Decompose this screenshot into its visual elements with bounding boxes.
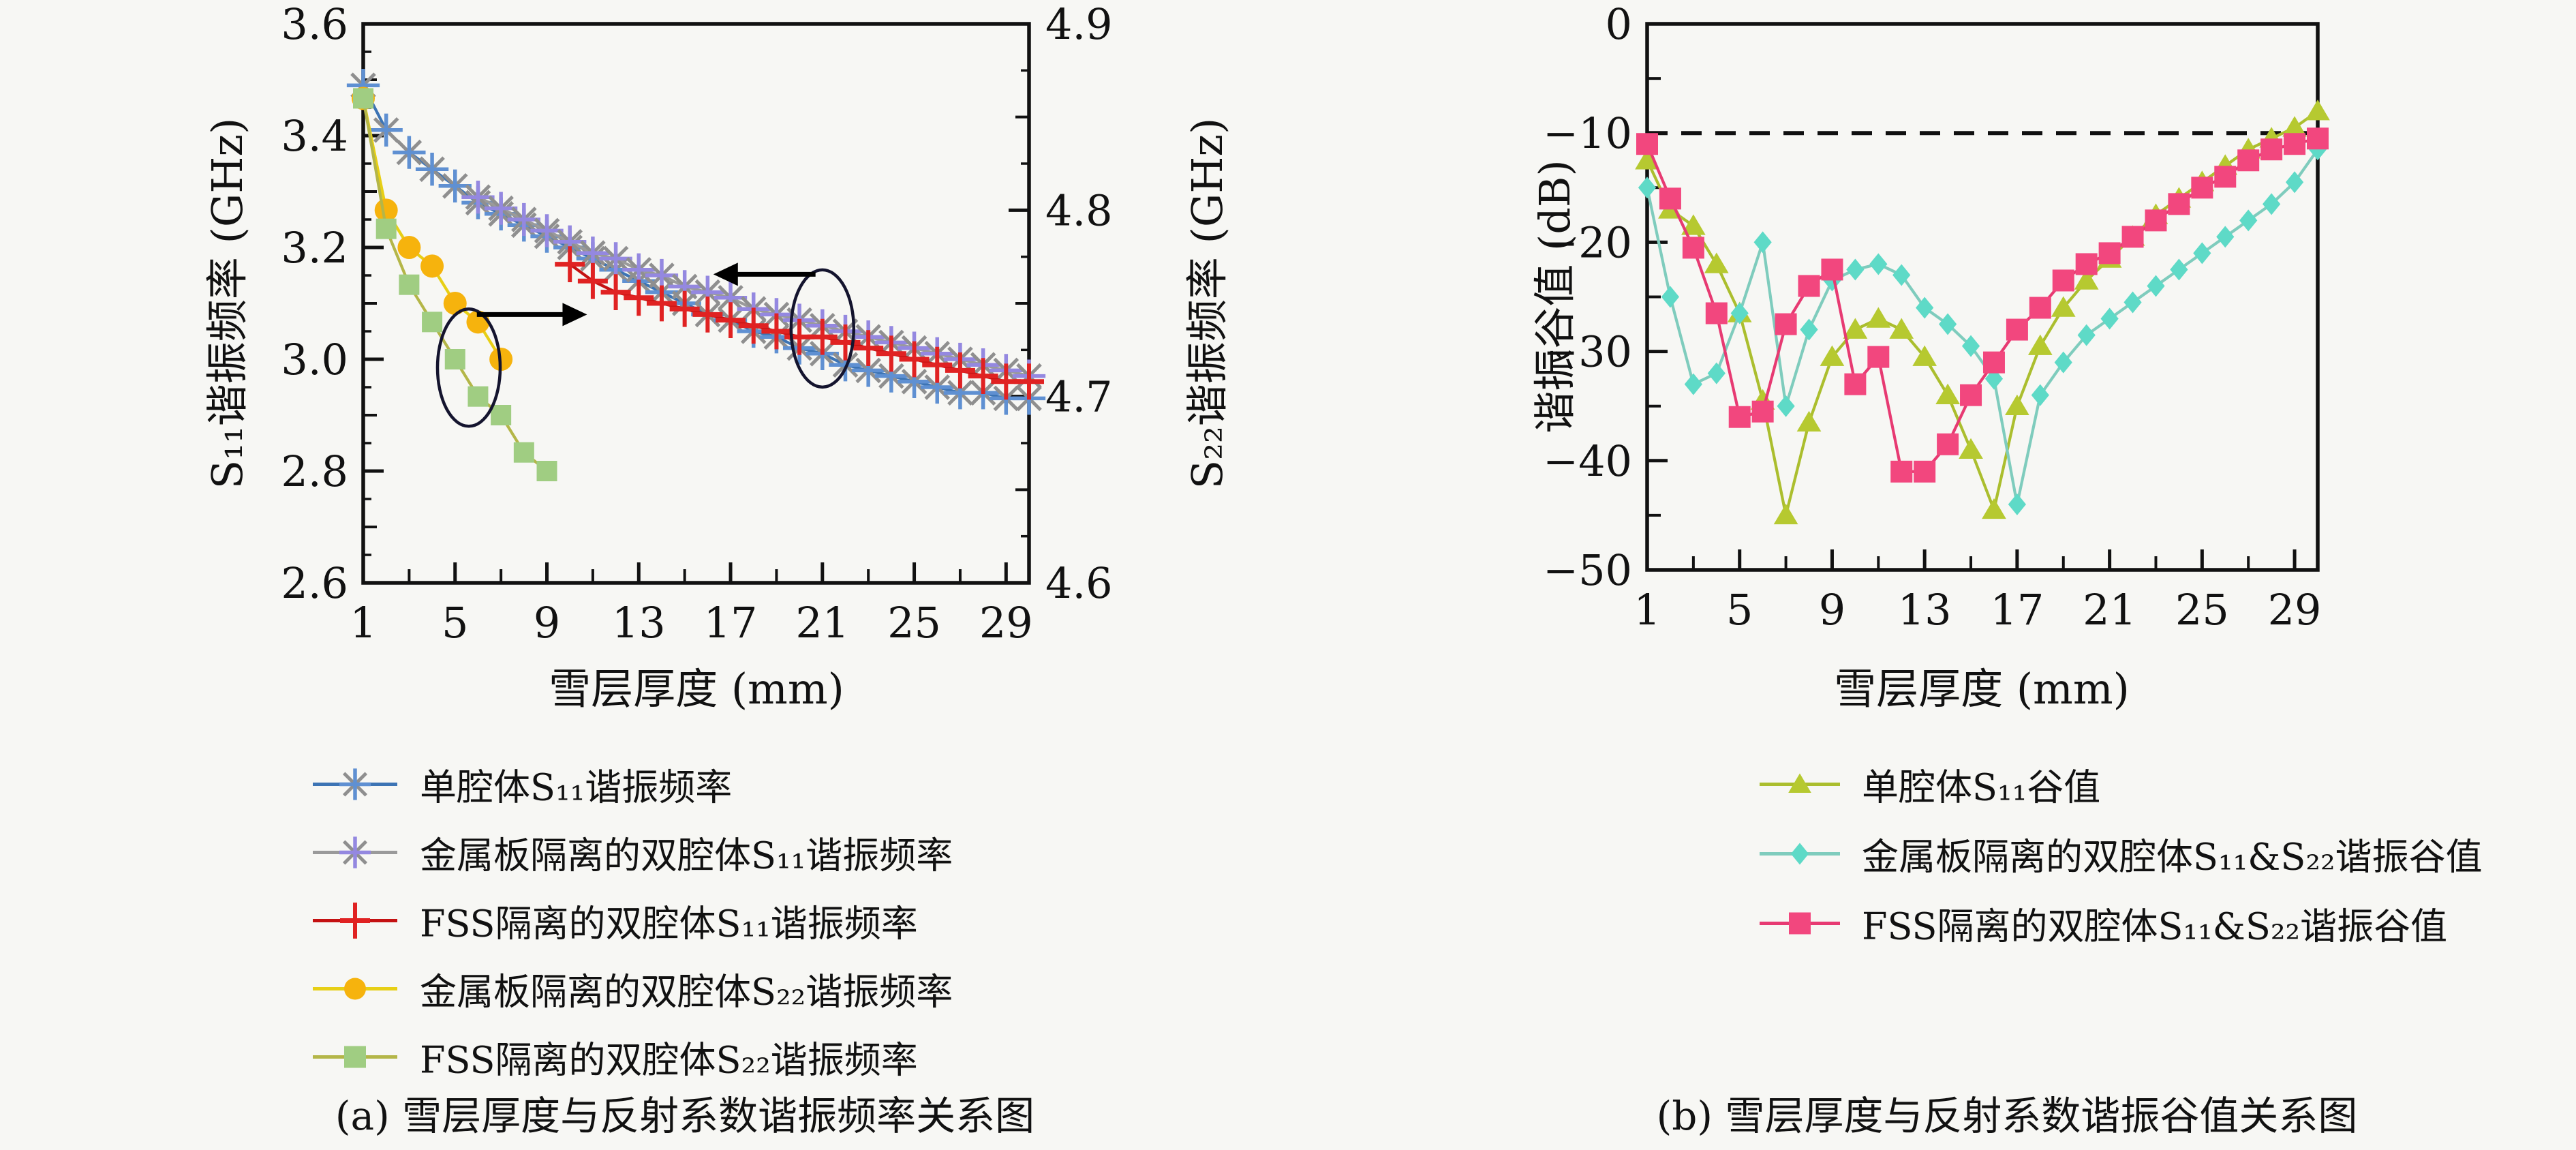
svg-text:−50: −50 <box>1543 545 1632 595</box>
svg-text:13: 13 <box>1898 585 1952 635</box>
legend-marker-b-1 <box>1760 843 1840 864</box>
svg-text:−40: −40 <box>1543 436 1632 486</box>
series-b-1 <box>1638 138 2327 515</box>
legend-marker-b-0 <box>1760 773 1840 793</box>
legend-item-a-1: 金属板隔离的双腔体S₁₁谐振频率 <box>310 826 953 879</box>
svg-text:21: 21 <box>795 598 849 648</box>
legend-label-b-1: 金属板隔离的双腔体S₁₁&S₂₂谐振谷值 <box>1862 835 2483 879</box>
legend-item-b-2: FSS隔离的双腔体S₁₁&S₂₂谐振谷值 <box>1757 896 2447 950</box>
legend-item-a-4: FSS隔离的双腔体S₂₂谐振频率 <box>310 1030 918 1084</box>
annotation-ellipse <box>789 268 856 389</box>
legend-marker-a-2 <box>313 902 397 939</box>
svg-text:29: 29 <box>2268 585 2322 635</box>
svg-text:29: 29 <box>979 598 1033 648</box>
legend-label-a-2: FSS隔离的双腔体S₁₁谐振频率 <box>420 902 918 945</box>
svg-text:17: 17 <box>1990 585 2044 635</box>
legend-item-a-2: FSS隔离的双腔体S₁₁谐振频率 <box>310 894 918 948</box>
svg-text:2.8: 2.8 <box>281 447 348 496</box>
legend-label-b-2: FSS隔离的双腔体S₁₁&S₂₂谐振谷值 <box>1862 905 2448 948</box>
legend-label-a-0: 单腔体S₁₁谐振频率 <box>420 766 733 809</box>
svg-text:9: 9 <box>534 598 560 648</box>
svg-text:3.6: 3.6 <box>281 0 348 49</box>
svg-text:−30: −30 <box>1543 327 1632 377</box>
legend-item-a-3: 金属板隔离的双腔体S₂₂谐振频率 <box>310 962 953 1016</box>
legend-label-b-0: 单腔体S₁₁谷值 <box>1862 766 2101 809</box>
svg-text:25: 25 <box>2175 585 2229 635</box>
svg-text:4.8: 4.8 <box>1045 185 1113 235</box>
series-a-2 <box>555 246 1044 400</box>
legend-marker-a-1 <box>313 836 397 868</box>
series-a-4 <box>353 88 557 481</box>
svg-text:9: 9 <box>1819 585 1845 635</box>
legend-marker-a-4 <box>313 1046 397 1068</box>
caption-subfigure-b: (b) 雪层厚度与反射系数谐振谷值关系图 <box>1656 1093 2358 1139</box>
caption-subfigure-a: (a) 雪层厚度与反射系数谐振频率关系图 <box>335 1093 1035 1139</box>
axis-label-valley-db: 谐振谷值 (dB) <box>1530 160 1580 434</box>
legend-marker-a-0 <box>313 768 397 800</box>
svg-text:21: 21 <box>2083 585 2136 635</box>
legend-label-a-1: 金属板隔离的双腔体S₁₁谐振频率 <box>420 834 953 877</box>
legend-item-b-1: 金属板隔离的双腔体S₁₁&S₂₂谐振谷值 <box>1757 827 2483 881</box>
axis-label-s22-frequency: S₂₂谐振频率 (GHz) <box>1182 117 1232 489</box>
chart-a-ticks: 1 5 9 13 17 21 25 29 3.6 3.4 3.2 3.0 2.8 2.6 4.9 4.8 4.7… <box>281 0 1112 648</box>
annotation-arrow <box>476 303 587 327</box>
series-a-1 <box>461 181 1046 393</box>
svg-text:3.4: 3.4 <box>281 111 348 161</box>
svg-text:3.2: 3.2 <box>281 223 348 273</box>
svg-text:13: 13 <box>612 598 666 648</box>
svg-text:4.7: 4.7 <box>1045 372 1113 422</box>
svg-text:17: 17 <box>704 598 758 648</box>
annotation-arrow <box>713 262 816 286</box>
chart-b-ticks: 1 5 9 13 17 21 25 29 0 −10 −20 −30 −40 −50 <box>1543 0 2321 635</box>
legend-item-b-0: 单腔体S₁₁谷值 <box>1757 757 2100 811</box>
axis-label-s11-frequency: S₁₁谐振频率 (GHz) <box>202 117 252 489</box>
svg-text:5: 5 <box>442 598 468 648</box>
svg-text:4.9: 4.9 <box>1045 0 1113 49</box>
svg-text:4.6: 4.6 <box>1045 558 1113 608</box>
svg-text:1: 1 <box>1634 585 1660 635</box>
svg-text:3.0: 3.0 <box>281 335 348 384</box>
legend-marker-a-3 <box>313 978 397 999</box>
annotation-ellipse <box>435 307 502 428</box>
svg-text:25: 25 <box>887 598 941 648</box>
svg-text:1: 1 <box>350 598 376 648</box>
svg-text:0: 0 <box>1606 0 1632 49</box>
legend-label-a-4: FSS隔离的双腔体S₂₂谐振频率 <box>420 1038 918 1082</box>
series-b-2 <box>1636 127 2329 483</box>
svg-text:−20: −20 <box>1543 217 1632 267</box>
legend-item-a-0: 单腔体S₁₁谐振频率 <box>310 757 732 811</box>
chart-a: 1 5 9 13 17 21 25 29 3.6 3.4 3.2 3.0 2.8 2.6 4.9 4.8 4.7… <box>281 0 1112 648</box>
chart-b: 1 5 9 13 17 21 25 29 0 −10 −20 −30 −40 −50 <box>1543 0 2330 635</box>
axis-label-snow-thickness-a: 雪层厚度 (mm) <box>549 664 844 714</box>
legend-label-a-3: 金属板隔离的双腔体S₂₂谐振频率 <box>420 970 953 1014</box>
svg-text:2.6: 2.6 <box>281 558 348 608</box>
svg-text:5: 5 <box>1726 585 1753 635</box>
axis-label-snow-thickness-b: 雪层厚度 (mm) <box>1834 664 2130 714</box>
svg-text:−10: −10 <box>1543 108 1632 158</box>
legend-marker-b-2 <box>1760 912 1840 934</box>
